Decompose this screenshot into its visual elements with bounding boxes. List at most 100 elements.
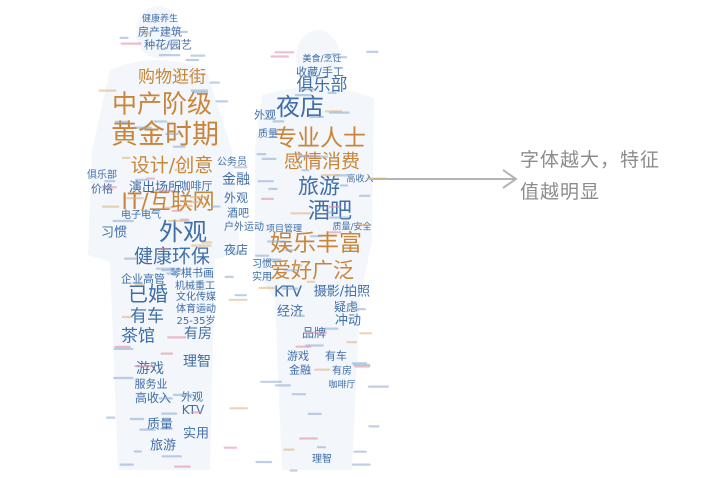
tiny-word-mark: [129, 417, 145, 421]
tiny-word-mark: [290, 212, 311, 215]
tiny-word-mark: [104, 180, 116, 183]
word-right-21: 质量: [258, 129, 278, 140]
tiny-word-mark: [119, 36, 129, 39]
tiny-word-mark: [153, 120, 168, 123]
tiny-word-mark: [106, 416, 116, 419]
tiny-word-mark: [199, 307, 211, 310]
word-right-0: 专业人士: [274, 125, 366, 152]
word-left-14: 理智: [183, 354, 211, 370]
tiny-word-mark: [328, 205, 341, 208]
word-right-25: 实用: [252, 272, 272, 283]
tiny-word-mark: [167, 336, 187, 339]
tiny-word-mark: [327, 91, 337, 94]
tiny-word-mark: [190, 89, 208, 92]
tiny-word-mark: [352, 463, 371, 466]
word-left-16: 实用: [182, 426, 210, 442]
tiny-word-mark: [139, 428, 156, 431]
tiny-word-mark: [234, 251, 243, 254]
tiny-word-mark: [320, 288, 330, 291]
word-right-28: 咖啡厅: [328, 380, 356, 391]
tiny-word-mark: [174, 465, 191, 468]
word-left-38: 电子电气: [121, 210, 161, 221]
tiny-word-mark: [291, 393, 306, 396]
tiny-word-mark: [146, 177, 156, 180]
tiny-word-mark: [142, 32, 152, 35]
tiny-word-mark: [166, 272, 176, 275]
word-left-36: 价格: [91, 182, 113, 196]
tiny-word-mark: [182, 200, 201, 203]
tiny-word-mark: [135, 283, 145, 286]
tiny-word-mark: [316, 446, 327, 449]
word-left-7: 已婚: [128, 282, 168, 306]
tiny-word-mark: [274, 51, 295, 54]
tiny-word-mark: [201, 241, 213, 244]
word-left-40: 外观: [223, 191, 249, 205]
tiny-word-mark: [326, 211, 336, 214]
word-right-15: 金融: [289, 363, 311, 377]
tiny-word-mark: [159, 247, 169, 251]
tiny-word-mark: [353, 450, 367, 453]
word-right-26: 习惯: [252, 259, 272, 270]
tiny-word-mark: [309, 235, 324, 238]
word-left-6: 健康环保: [133, 245, 211, 268]
tiny-word-mark: [134, 365, 155, 368]
tiny-word-mark: [224, 275, 234, 278]
word-left-34: 房产建筑: [138, 25, 182, 39]
tiny-word-mark: [359, 332, 373, 335]
tiny-word-mark: [190, 54, 206, 57]
tiny-word-mark: [161, 269, 182, 272]
tiny-word-mark: [114, 345, 131, 348]
tiny-word-mark: [351, 362, 368, 365]
tiny-word-mark: [209, 81, 220, 84]
tiny-word-mark: [366, 50, 379, 53]
tiny-word-mark: [257, 180, 274, 183]
tiny-word-mark: [229, 407, 248, 410]
tiny-word-mark: [258, 286, 277, 289]
word-left-10: 金融: [222, 172, 250, 188]
tiny-word-mark: [101, 205, 120, 208]
tiny-word-mark: [171, 209, 182, 212]
tiny-word-mark: [175, 30, 188, 33]
tiny-word-mark: [112, 219, 134, 223]
tiny-word-mark: [327, 231, 342, 234]
word-right-11: 冲动: [334, 313, 362, 329]
tiny-word-mark: [223, 446, 237, 449]
tiny-word-mark: [135, 178, 148, 181]
tiny-word-mark: [356, 224, 370, 227]
word-left-2: 购物逛街: [138, 67, 206, 88]
tiny-word-mark: [122, 156, 131, 159]
tiny-word-mark: [267, 258, 282, 261]
word-left-22: 服务业: [134, 377, 168, 391]
tiny-word-mark: [350, 308, 366, 311]
word-left-27: 企业高管: [121, 272, 165, 286]
word-left-0: 黄金时期: [111, 119, 219, 151]
tiny-word-mark: [260, 380, 282, 383]
tiny-word-mark: [263, 117, 273, 120]
tiny-word-mark: [158, 397, 173, 400]
tiny-word-mark: [113, 376, 134, 380]
tiny-word-mark: [228, 298, 248, 301]
tiny-word-mark: [167, 219, 189, 222]
tiny-word-mark: [366, 177, 387, 180]
word-right-4: 旅游: [298, 174, 340, 199]
callout-line-2: 值越明显: [520, 181, 601, 203]
tiny-word-mark: [268, 187, 278, 190]
tiny-word-mark: [293, 264, 303, 267]
word-left-23: 习惯: [100, 225, 128, 241]
word-left-26: 户外运动: [224, 222, 264, 233]
word-right-7: 爱好广泛: [270, 258, 354, 283]
tiny-word-mark: [119, 463, 134, 466]
tiny-word-mark: [158, 54, 181, 57]
tiny-word-mark: [98, 89, 117, 92]
tiny-word-mark: [165, 132, 179, 135]
word-left-13: 有房: [184, 326, 212, 342]
tiny-word-mark: [121, 315, 133, 319]
tiny-word-mark: [113, 347, 134, 350]
word-left-29: 琴棋书画: [170, 266, 214, 280]
tiny-word-mark: [358, 194, 371, 197]
tiny-word-mark: [299, 88, 315, 91]
tiny-word-mark: [329, 111, 350, 114]
tiny-word-mark: [102, 186, 117, 189]
tiny-word-mark: [211, 205, 221, 208]
